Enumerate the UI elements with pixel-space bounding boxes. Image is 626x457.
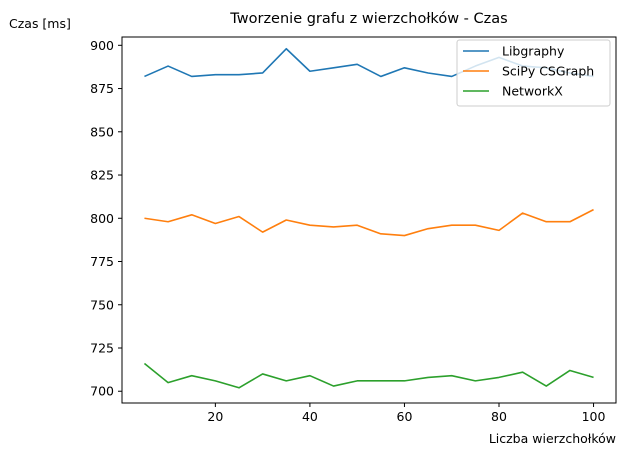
x-tick-label: 20 [207,409,223,424]
x-axis-label: Liczba wierzchołków [489,431,616,446]
x-tick-label: 60 [397,409,413,424]
plot-frame [121,36,617,404]
y-tick-label: 775 [90,254,114,269]
legend-box [456,39,611,107]
legend-label: SciPy CSGraph [502,64,594,79]
y-tick-label: 800 [90,211,114,226]
y-tick-label: 850 [90,124,114,139]
y-tick-label: 750 [90,297,114,312]
legend-label: Libgraphy [502,44,565,59]
series-line-networkx [143,362,594,389]
y-tick-label: 825 [90,168,114,183]
y-tick-label: 900 [90,38,114,53]
y-tick-label: 700 [90,384,114,399]
chart-title: Tworzenie grafu z wierzchołków - Czas [229,11,507,27]
x-tick-label: 80 [491,409,507,424]
ticks-layer: 20 40 60 80 100 700 725 750 775 800 825 850 875 900 [90,38,605,424]
y-axis-label: Czas [ms] [9,16,71,31]
x-tick-label: 40 [302,409,318,424]
legend: Libgraphy SciPy CSGraph NetworkX [456,39,611,107]
series-line-scipy-csgraph [144,208,594,237]
y-tick-label: 875 [90,81,114,96]
x-tick-label: 100 [582,409,606,424]
legend-label: NetworkX [502,84,563,99]
y-tick-label: 725 [90,340,114,355]
